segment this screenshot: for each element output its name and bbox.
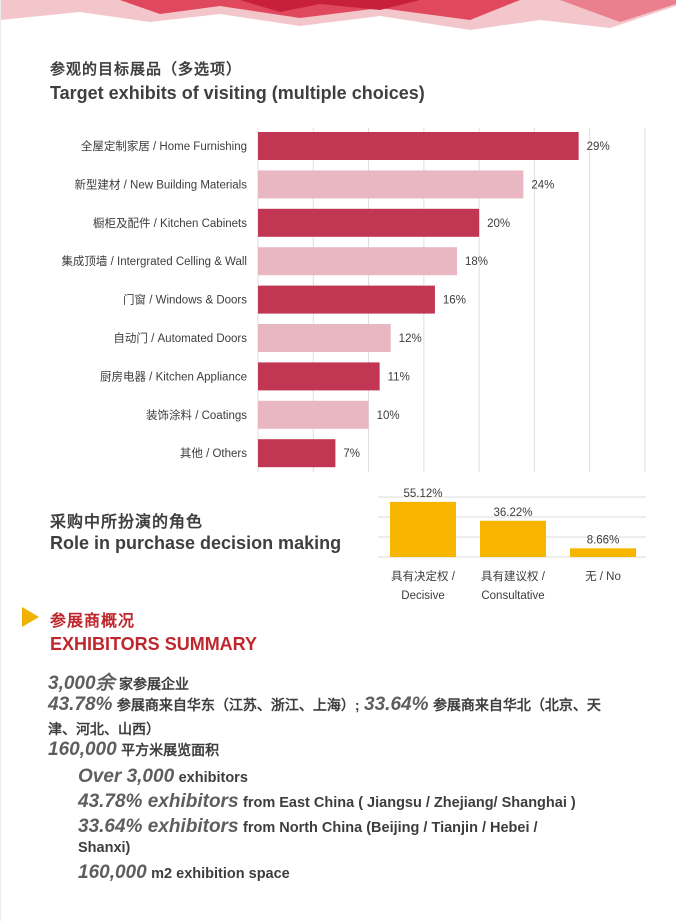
category-label: 厨房电器 / Kitchen Appliance bbox=[100, 370, 247, 383]
category-label: 具有决定权 / Decisive bbox=[391, 571, 455, 602]
bar bbox=[258, 247, 458, 276]
stat-text: from North China (Beijing / Tianjin / He… bbox=[242, 820, 538, 836]
stat-text: m2 exhibition space bbox=[151, 866, 290, 882]
bar bbox=[258, 362, 380, 391]
stat-text: exhibitors bbox=[178, 770, 248, 786]
stat-number: 43.78% bbox=[48, 694, 113, 715]
data-label: 18% bbox=[465, 256, 488, 268]
arrow-icon bbox=[22, 607, 39, 627]
stat-area-en: 160,000 m2 exhibition space bbox=[78, 862, 290, 884]
stat-text: from East China ( Jiangsu / Zhejiang/ Sh… bbox=[242, 795, 576, 811]
stat-regions-cn-cont: 津、河北、山西） bbox=[48, 721, 160, 737]
role-decision-chart: 55.12% 36.22% 8.66% bbox=[378, 488, 646, 558]
data-label: 10% bbox=[377, 410, 400, 422]
stat-number: 43.78% exhibitors bbox=[78, 791, 239, 812]
data-label: 24% bbox=[531, 179, 554, 191]
page-edge bbox=[0, 0, 1, 921]
bar bbox=[258, 170, 524, 199]
category-label: 无 / No bbox=[585, 571, 621, 583]
data-label: 20% bbox=[487, 218, 510, 230]
stat-text: 参展商来自华东（江苏、浙江、上海）; bbox=[116, 697, 360, 713]
stat-number: Over 3,000 bbox=[78, 766, 175, 787]
category-label: 装饰涂料 / Coatings bbox=[146, 408, 247, 422]
category-label: 其他 / Others bbox=[180, 447, 247, 460]
category-label: 全屋定制家居 / Home Furnishing bbox=[81, 139, 247, 153]
top-banner bbox=[0, 0, 676, 30]
stat-text: 参展商来自华北（北京、天 bbox=[432, 697, 601, 713]
stat-north-en-cont: Shanxi) bbox=[78, 840, 131, 856]
role-title-cn: 采购中所扮演的角色 bbox=[50, 514, 204, 531]
stat-east-en: 43.78% exhibitors from East China ( Jian… bbox=[78, 791, 576, 813]
category-label: 橱柜及配件 / Kitchen Cabinets bbox=[93, 216, 247, 230]
data-label: 11% bbox=[388, 371, 410, 383]
category-label: 门窗 / Windows & Doors bbox=[123, 293, 247, 307]
bar bbox=[480, 520, 546, 557]
data-label: 29% bbox=[587, 141, 610, 153]
stat-exhibitors-cn: 3,000余 家参展企业 bbox=[48, 668, 189, 695]
stat-regions-cn: 43.78% 参展商来自华东（江苏、浙江、上海）; 33.64% 参展商来自华北… bbox=[48, 694, 601, 716]
bar bbox=[258, 208, 480, 237]
data-label: 16% bbox=[443, 295, 466, 307]
bar bbox=[258, 400, 369, 429]
exhibits-title-en: Target exhibits of visiting (multiple ch… bbox=[50, 83, 425, 103]
stat-text: 平方米展览面积 bbox=[121, 742, 220, 758]
data-label: 8.66% bbox=[587, 534, 620, 546]
category-label: 新型建材 / New Building Materials bbox=[74, 177, 247, 191]
data-label: 55.12% bbox=[403, 488, 442, 500]
stat-number: 3,000余 bbox=[48, 673, 115, 694]
category-label: 具有建议权 / Consultative bbox=[481, 571, 545, 602]
stat-area-cn: 160,000 平方米展览面积 bbox=[48, 739, 219, 761]
stat-number: 33.64% bbox=[364, 694, 429, 715]
category-label: 自动门 / Automated Doors bbox=[113, 331, 247, 345]
target-exhibits-chart: 全屋定制家居 / Home Furnishing 29% 新型建材 / New Bu… bbox=[61, 128, 646, 472]
bar bbox=[258, 132, 579, 160]
category-label: 集成顶墙 / Intergrated Celling & Wall bbox=[61, 254, 247, 268]
exhibits-title-cn: 参观的目标展品（多选项） bbox=[50, 61, 243, 78]
data-label: 36.22% bbox=[493, 507, 532, 519]
stat-north-en: 33.64% exhibitors from North China (Beij… bbox=[78, 816, 538, 838]
stat-exhibitors-en: Over 3,000 exhibitors bbox=[78, 766, 248, 788]
summary-title-en: EXHIBITORS SUMMARY bbox=[50, 634, 258, 654]
data-label: 12% bbox=[399, 333, 422, 345]
bar bbox=[258, 285, 435, 314]
bar bbox=[258, 439, 336, 468]
bar bbox=[570, 548, 636, 557]
stat-text: 家参展企业 bbox=[119, 676, 189, 692]
stat-number: 160,000 bbox=[48, 739, 117, 760]
stat-number: 33.64% exhibitors bbox=[78, 816, 239, 837]
data-label: 7% bbox=[343, 448, 360, 460]
bar bbox=[258, 324, 391, 352]
stat-number: 160,000 bbox=[78, 862, 147, 883]
bar bbox=[390, 501, 456, 557]
summary-title-cn: 参展商概况 bbox=[50, 613, 136, 630]
role-title-en: Role in purchase decision making bbox=[50, 533, 342, 553]
